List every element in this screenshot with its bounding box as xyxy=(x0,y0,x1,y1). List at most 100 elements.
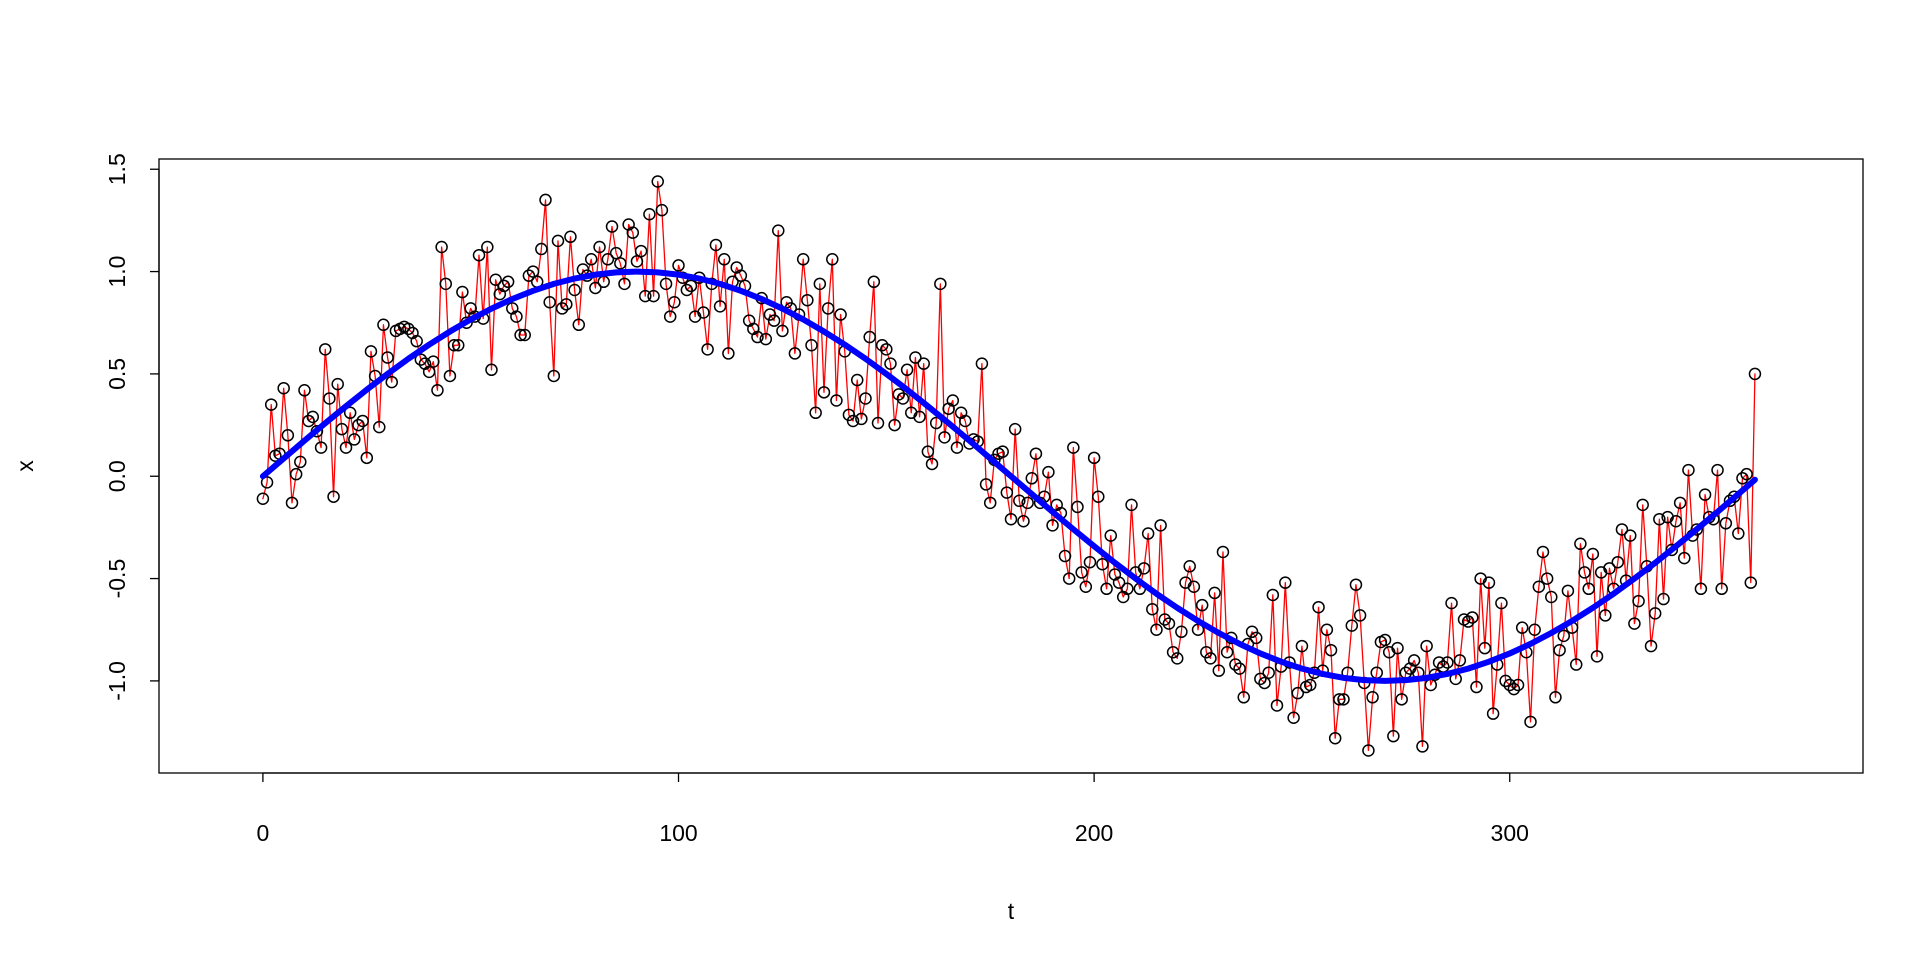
data-point xyxy=(435,240,448,254)
data-point xyxy=(1561,584,1575,598)
data-point xyxy=(950,441,964,454)
data-point xyxy=(1391,641,1404,655)
data-point xyxy=(767,314,781,327)
data-point xyxy=(1690,523,1704,536)
data-point xyxy=(1303,678,1317,692)
data-point xyxy=(759,332,773,346)
data-point xyxy=(1441,656,1454,669)
data-point xyxy=(1453,654,1467,667)
data-point xyxy=(697,306,710,319)
data-point xyxy=(522,269,536,282)
data-point xyxy=(1187,580,1201,594)
data-point xyxy=(514,328,527,342)
data-point xyxy=(1025,472,1039,485)
data-point xyxy=(1270,699,1284,712)
data-point xyxy=(1279,576,1292,589)
data-point xyxy=(1175,625,1188,639)
data-point xyxy=(1711,463,1724,477)
y-tick-label: 0.0 xyxy=(104,460,130,492)
data-point xyxy=(1557,629,1571,643)
data-point xyxy=(1678,551,1691,565)
data-point xyxy=(880,343,893,356)
data-point xyxy=(339,441,353,454)
data-point xyxy=(1395,693,1408,706)
data-point xyxy=(1349,578,1363,591)
data-point xyxy=(909,351,922,364)
data-point xyxy=(298,384,311,397)
plot-box xyxy=(158,158,1864,774)
data-point xyxy=(1574,537,1587,551)
data-point xyxy=(751,330,764,344)
data-point xyxy=(938,431,951,444)
data-point xyxy=(896,392,910,405)
data-point xyxy=(1628,617,1641,630)
data-point xyxy=(684,279,698,293)
data-point xyxy=(1445,596,1458,610)
data-point xyxy=(560,298,573,311)
y-tick-label: 1.5 xyxy=(104,153,130,185)
data-point xyxy=(855,412,868,426)
data-point xyxy=(1599,609,1612,622)
data-point xyxy=(830,394,843,407)
data-point xyxy=(1195,598,1209,612)
data-point xyxy=(1482,576,1496,589)
data-point xyxy=(1170,652,1184,665)
data-point xyxy=(1515,621,1529,634)
data-point xyxy=(1262,666,1275,679)
data-point xyxy=(1158,613,1172,626)
data-point xyxy=(1029,447,1043,460)
data-point xyxy=(1071,500,1084,514)
data-point xyxy=(555,302,569,315)
data-point xyxy=(1216,545,1230,559)
data-point xyxy=(601,253,615,266)
data-point xyxy=(1337,693,1350,706)
data-point xyxy=(1075,566,1088,579)
data-point xyxy=(1466,611,1479,624)
data-point xyxy=(564,230,577,244)
data-point xyxy=(1312,600,1325,614)
data-point xyxy=(1150,623,1163,636)
data-point xyxy=(414,353,428,366)
data-point xyxy=(1058,549,1072,563)
data-point xyxy=(1042,465,1055,479)
data-point xyxy=(1744,576,1758,589)
data-point xyxy=(668,296,681,309)
data-point xyxy=(281,429,295,442)
data-point xyxy=(1590,650,1604,663)
data-point xyxy=(1432,656,1446,669)
data-point xyxy=(651,175,664,188)
x-tick-label: 0 xyxy=(257,820,270,846)
data-point xyxy=(1366,691,1379,704)
data-point xyxy=(1682,463,1695,477)
data-point xyxy=(630,255,644,268)
data-point xyxy=(1166,645,1180,659)
data-point xyxy=(859,392,872,405)
data-point xyxy=(256,492,270,505)
data-point xyxy=(1669,515,1683,528)
data-point xyxy=(1008,422,1022,436)
data-point xyxy=(946,394,960,407)
data-point xyxy=(1362,744,1375,757)
data-point xyxy=(1104,529,1117,542)
data-point xyxy=(643,208,656,221)
data-point xyxy=(1486,707,1500,720)
data-point xyxy=(451,338,465,352)
data-point xyxy=(1046,519,1059,532)
data-point xyxy=(1540,572,1554,585)
data-point xyxy=(385,375,398,389)
data-point xyxy=(1511,678,1525,692)
data-point xyxy=(722,347,735,360)
data-point xyxy=(888,418,901,432)
data-point xyxy=(1000,486,1014,499)
data-point xyxy=(614,257,627,270)
data-point xyxy=(314,441,328,454)
data-point xyxy=(892,388,906,401)
data-point xyxy=(294,455,307,469)
data-point xyxy=(821,302,835,315)
data-point xyxy=(1237,691,1250,704)
data-point xyxy=(1333,693,1346,706)
data-point xyxy=(663,310,677,323)
data-point xyxy=(884,357,897,370)
